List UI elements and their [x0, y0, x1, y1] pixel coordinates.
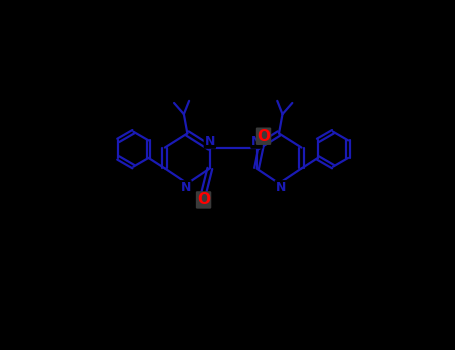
- Text: N: N: [251, 135, 262, 148]
- Text: O: O: [197, 193, 210, 208]
- Text: N: N: [181, 181, 191, 194]
- Text: N: N: [205, 135, 215, 148]
- Text: O: O: [257, 129, 270, 144]
- Text: N: N: [276, 181, 286, 194]
